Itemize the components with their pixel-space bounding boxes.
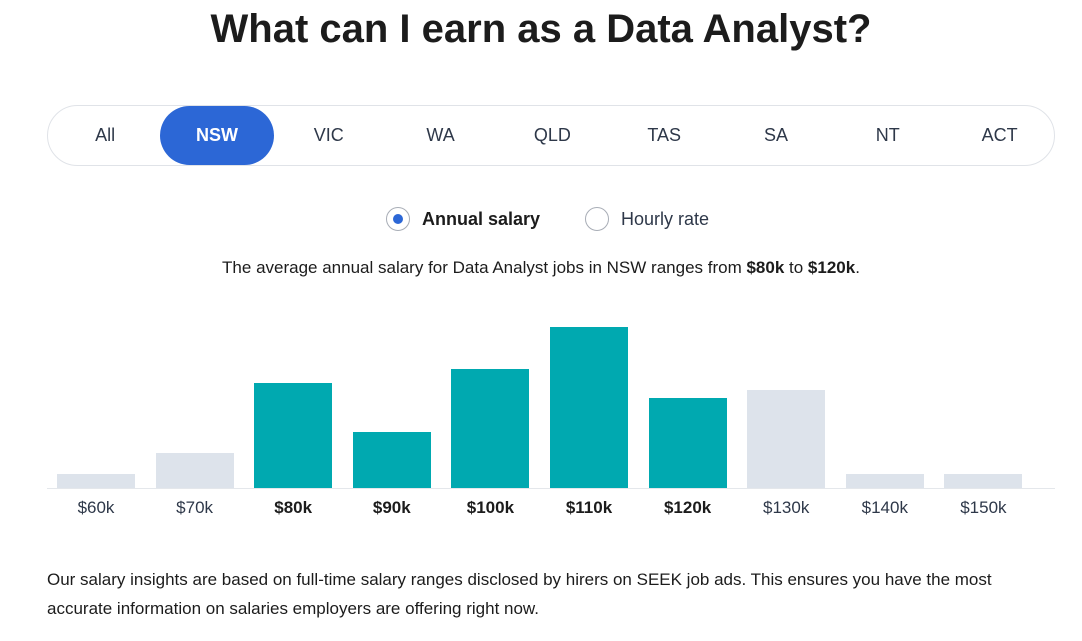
tab-vic[interactable]: VIC	[313, 125, 344, 145]
tab-sa[interactable]: SA	[763, 125, 788, 145]
tab-nsw[interactable]: NSW	[160, 106, 274, 165]
histogram-bar	[845, 474, 924, 488]
summary-middle: to	[784, 258, 808, 277]
x-tick-label: $70k	[176, 498, 214, 517]
summary-high: $120k	[807, 258, 856, 277]
state-tabs: All NSW VIC WA QLD TAS SA NT ACT	[47, 105, 1055, 166]
histogram-bar	[155, 453, 234, 488]
radio-checked-icon[interactable]	[386, 207, 410, 231]
tab-tas[interactable]: TAS	[647, 125, 682, 145]
x-tick-label: $140k	[861, 498, 908, 517]
summary-prefix: The average annual salary for Data Analy…	[222, 258, 747, 277]
tab-nt[interactable]: NT	[875, 125, 900, 145]
chart-baseline	[47, 488, 1055, 489]
x-tick-label: $120k	[663, 498, 712, 517]
salary-insights-note: Our salary insights are based on full-ti…	[47, 570, 992, 618]
summary-suffix: .	[855, 258, 860, 277]
x-tick-label: $60k	[77, 498, 115, 517]
x-tick-label: $100k	[466, 498, 515, 517]
tab-wa[interactable]: WA	[426, 125, 455, 145]
tab-all[interactable]: All	[95, 125, 116, 145]
hourly-rate-label[interactable]: Hourly rate	[621, 208, 710, 229]
salary-histogram: $60k $70k $80k $90k $100k $110k $120k $130k $140…	[47, 300, 1055, 530]
x-tick-label: $80k	[274, 498, 313, 517]
x-tick-label: $130k	[763, 498, 810, 517]
histogram-bar	[550, 327, 628, 488]
radio-unchecked-icon[interactable]	[585, 207, 609, 231]
annual-salary-label[interactable]: Annual salary	[422, 208, 541, 229]
summary-low: $80k	[746, 258, 785, 277]
histogram-bar	[944, 474, 1023, 488]
hourly-rate-radio[interactable]: Hourly rate	[585, 205, 709, 233]
tab-qld[interactable]: QLD	[533, 125, 571, 145]
histogram-bar	[747, 390, 826, 488]
x-tick-label: $110k	[565, 498, 613, 517]
annual-salary-radio[interactable]: Annual salary	[386, 205, 540, 233]
histogram-bar	[57, 474, 135, 488]
x-tick-label: $150k	[960, 498, 1007, 517]
histogram-bar	[648, 398, 727, 488]
histogram-bar	[451, 369, 530, 488]
histogram-bar	[254, 383, 333, 488]
page-title: What can I earn as a Data Analyst?	[210, 7, 872, 51]
histogram-bar	[352, 432, 431, 488]
rate-radio-group: Annual salary Hourly rate	[0, 205, 1082, 233]
salary-summary: The average annual salary for Data Analy…	[0, 257, 1082, 279]
tab-act[interactable]: ACT	[981, 125, 1018, 145]
x-tick-label: $90k	[372, 498, 411, 517]
